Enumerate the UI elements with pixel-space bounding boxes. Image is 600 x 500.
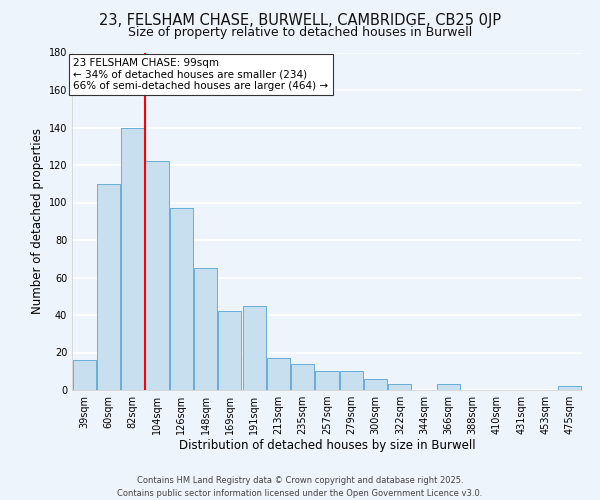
Bar — [242, 306, 266, 390]
Text: Size of property relative to detached houses in Burwell: Size of property relative to detached ho… — [128, 26, 472, 39]
Bar — [316, 371, 338, 390]
Text: 23 FELSHAM CHASE: 99sqm
← 34% of detached houses are smaller (234)
66% of semi-d: 23 FELSHAM CHASE: 99sqm ← 34% of detache… — [73, 58, 328, 92]
Bar — [194, 268, 217, 390]
Bar — [267, 358, 290, 390]
X-axis label: Distribution of detached houses by size in Burwell: Distribution of detached houses by size … — [179, 438, 475, 452]
Bar — [291, 364, 314, 390]
Bar — [388, 384, 412, 390]
Bar — [73, 360, 95, 390]
Text: Contains HM Land Registry data © Crown copyright and database right 2025.
Contai: Contains HM Land Registry data © Crown c… — [118, 476, 482, 498]
Bar — [121, 128, 144, 390]
Bar — [437, 384, 460, 390]
Y-axis label: Number of detached properties: Number of detached properties — [31, 128, 44, 314]
Bar — [364, 379, 387, 390]
Bar — [340, 371, 363, 390]
Bar — [170, 208, 193, 390]
Bar — [145, 161, 169, 390]
Bar — [218, 311, 241, 390]
Text: 23, FELSHAM CHASE, BURWELL, CAMBRIDGE, CB25 0JP: 23, FELSHAM CHASE, BURWELL, CAMBRIDGE, C… — [99, 12, 501, 28]
Bar — [559, 386, 581, 390]
Bar — [97, 184, 120, 390]
